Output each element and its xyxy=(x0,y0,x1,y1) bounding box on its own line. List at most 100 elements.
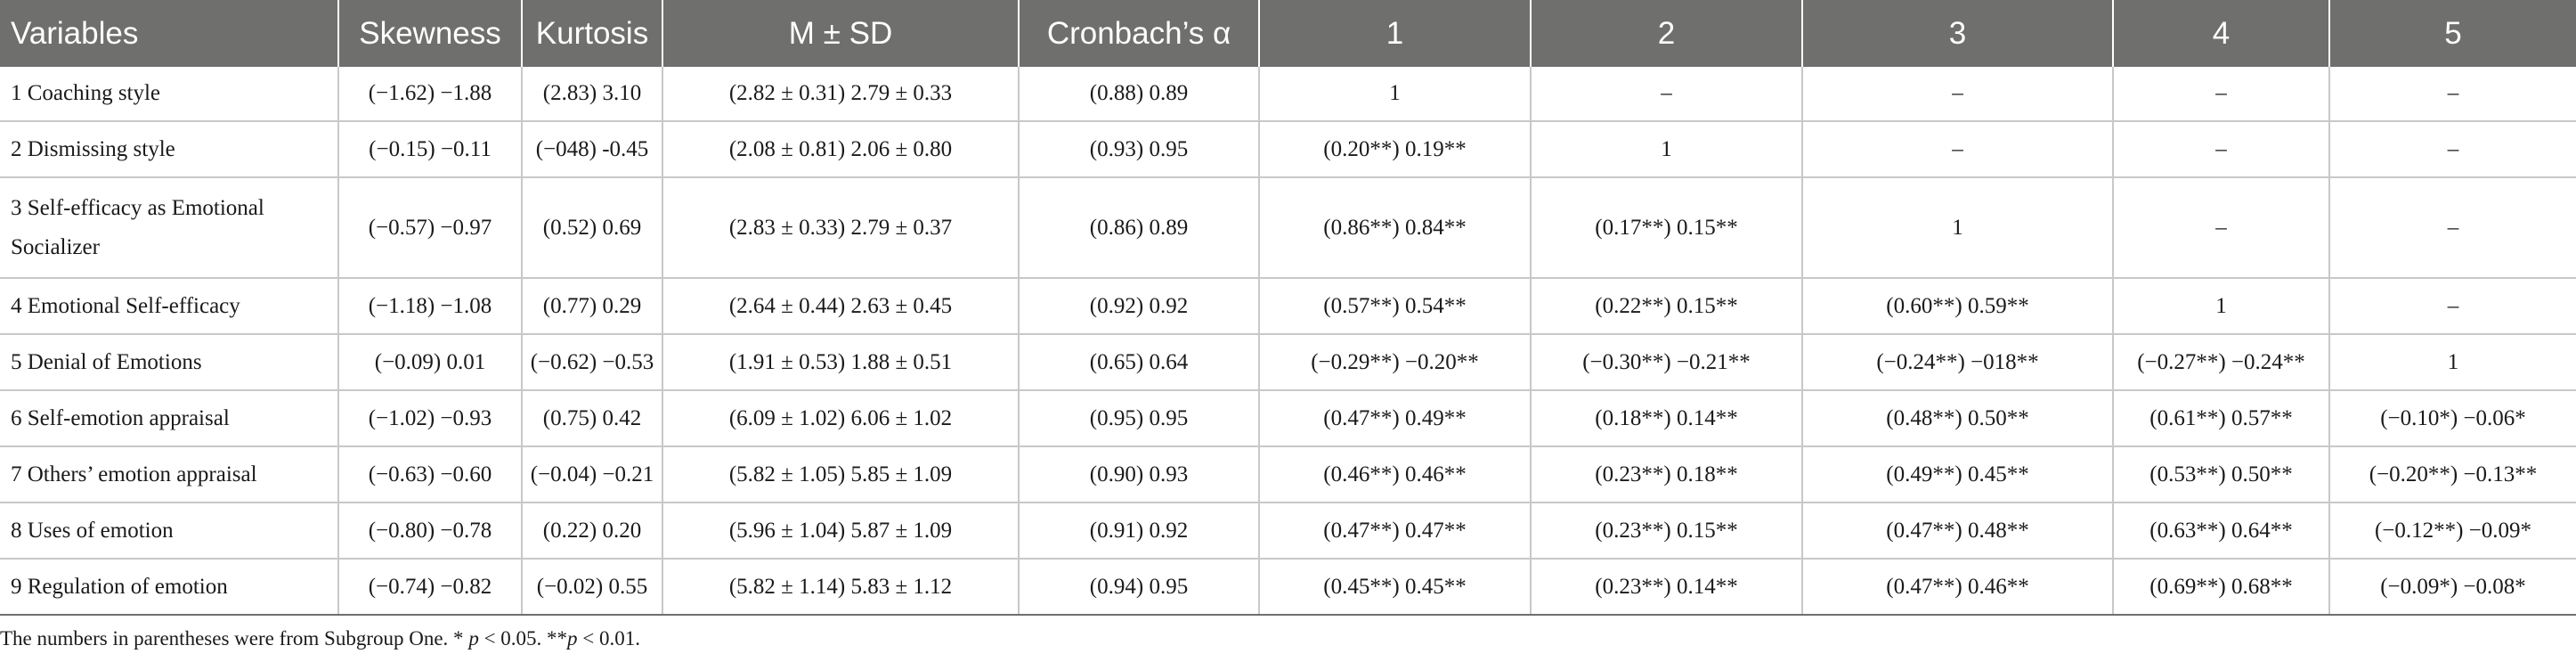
cronbach-cell: (0.93) 0.95 xyxy=(1018,121,1259,178)
correlation-cell-2: (−0.30**) −0.21** xyxy=(1530,334,1802,391)
skewness-cell: (−0.63) −0.60 xyxy=(337,446,522,503)
kurtosis-cell: (0.22) 0.20 xyxy=(521,503,662,560)
correlation-cell-1: (0.47**) 0.47** xyxy=(1258,503,1531,560)
correlation-cell-3: 1 xyxy=(1801,177,2113,279)
kurtosis-cell: (−0.62) −0.53 xyxy=(521,334,662,391)
correlation-cell-2: (0.23**) 0.18** xyxy=(1530,446,1802,503)
header-mean-sd: M ± SD xyxy=(662,0,1019,67)
correlation-cell-3: (0.60**) 0.59** xyxy=(1801,278,2113,335)
mean-sd-cell: (5.82 ± 1.14) 5.83 ± 1.12 xyxy=(662,559,1019,616)
cronbach-cell: (0.94) 0.95 xyxy=(1018,559,1259,616)
variable-name: 6 Self-emotion appraisal xyxy=(0,390,338,447)
table-row: 5 Denial of Emotions (−0.09) 0.01 (−0.62… xyxy=(0,334,2576,391)
variable-name: 1 Coaching style xyxy=(0,67,338,122)
correlation-cell-4: – xyxy=(2112,177,2329,279)
cronbach-cell: (0.92) 0.92 xyxy=(1018,278,1259,335)
correlation-cell-1: (0.47**) 0.49** xyxy=(1258,390,1531,447)
footnote-threshold-2: < 0.01. xyxy=(577,627,641,650)
correlation-cell-4: (−0.27**) −0.24** xyxy=(2112,334,2329,391)
skewness-cell: (−1.02) −0.93 xyxy=(337,390,522,447)
skewness-cell: (−0.74) −0.82 xyxy=(337,559,522,616)
header-row: Variables Skewness Kurtosis M ± SD Cronb… xyxy=(0,0,2576,67)
correlation-cell-5: (−0.12**) −0.09* xyxy=(2328,503,2576,560)
table-row: 9 Regulation of emotion (−0.74) −0.82 (−… xyxy=(0,559,2576,616)
correlation-cell-1: (0.46**) 0.46** xyxy=(1258,446,1531,503)
header-skewness: Skewness xyxy=(337,0,522,67)
correlation-cell-1: (0.20**) 0.19** xyxy=(1258,121,1531,178)
correlation-cell-1: (0.57**) 0.54** xyxy=(1258,278,1531,335)
correlation-cell-2: (0.23**) 0.14** xyxy=(1530,559,1802,616)
correlation-cell-2: (0.23**) 0.15** xyxy=(1530,503,1802,560)
variable-name: 4 Emotional Self-efficacy xyxy=(0,278,338,335)
skewness-cell: (−1.62) −1.88 xyxy=(337,67,522,122)
correlation-cell-2: – xyxy=(1530,67,1802,122)
correlation-cell-1: (−0.29**) −0.20** xyxy=(1258,334,1531,391)
variable-name: 5 Denial of Emotions xyxy=(0,334,338,391)
mean-sd-cell: (5.96 ± 1.04) 5.87 ± 1.09 xyxy=(662,503,1019,560)
mean-sd-cell: (2.82 ± 0.31) 2.79 ± 0.33 xyxy=(662,67,1019,122)
kurtosis-cell: (0.75) 0.42 xyxy=(521,390,662,447)
kurtosis-cell: (0.77) 0.29 xyxy=(521,278,662,335)
mean-sd-cell: (2.64 ± 0.44) 2.63 ± 0.45 xyxy=(662,278,1019,335)
correlation-cell-3: (0.47**) 0.46** xyxy=(1801,559,2113,616)
correlation-cell-4: 1 xyxy=(2112,278,2329,335)
skewness-cell: (−0.57) −0.97 xyxy=(337,177,522,279)
kurtosis-cell: (0.52) 0.69 xyxy=(521,177,662,279)
skewness-cell: (−0.80) −0.78 xyxy=(337,503,522,560)
correlation-cell-2: (0.18**) 0.14** xyxy=(1530,390,1802,447)
statistics-table: Variables Skewness Kurtosis M ± SD Cronb… xyxy=(0,0,2576,616)
correlation-cell-5: – xyxy=(2328,278,2576,335)
correlation-cell-3: (−0.24**) −018** xyxy=(1801,334,2113,391)
header-cronbach-alpha: Cronbach’s α xyxy=(1018,0,1259,67)
correlation-cell-5: – xyxy=(2328,177,2576,279)
correlation-cell-2: 1 xyxy=(1530,121,1802,178)
skewness-cell: (−1.18) −1.08 xyxy=(337,278,522,335)
cronbach-cell: (0.88) 0.89 xyxy=(1018,67,1259,122)
skewness-cell: (−0.15) −0.11 xyxy=(337,121,522,178)
variable-name: 3 Self-efficacy as Emotional Socializer xyxy=(0,177,338,279)
correlation-cell-1: (0.86**) 0.84** xyxy=(1258,177,1531,279)
header-variables: Variables xyxy=(0,0,338,67)
cronbach-cell: (0.95) 0.95 xyxy=(1018,390,1259,447)
footnote-p-symbol: p xyxy=(468,627,479,650)
table-row: 8 Uses of emotion (−0.80) −0.78 (0.22) 0… xyxy=(0,503,2576,560)
variable-name: 9 Regulation of emotion xyxy=(0,559,338,616)
footnote-p-symbol: p xyxy=(567,627,578,650)
correlation-cell-3: – xyxy=(1801,121,2113,178)
kurtosis-cell: (2.83) 3.10 xyxy=(521,67,662,122)
mean-sd-cell: (2.83 ± 0.33) 2.79 ± 0.37 xyxy=(662,177,1019,279)
kurtosis-cell: (−0.04) −0.21 xyxy=(521,446,662,503)
correlation-cell-3: (0.48**) 0.50** xyxy=(1801,390,2113,447)
table-row: 7 Others’ emotion appraisal (−0.63) −0.6… xyxy=(0,446,2576,503)
table-row: 1 Coaching style (−1.62) −1.88 (2.83) 3.… xyxy=(0,67,2576,122)
correlation-cell-2: (0.22**) 0.15** xyxy=(1530,278,1802,335)
correlation-cell-4: (0.63**) 0.64** xyxy=(2112,503,2329,560)
correlation-cell-4: – xyxy=(2112,67,2329,122)
table-footnote: The numbers in parentheses were from Sub… xyxy=(0,627,640,650)
footnote-text: The numbers in parentheses were from Sub… xyxy=(0,627,469,650)
kurtosis-cell: (−0.02) 0.55 xyxy=(521,559,662,616)
correlation-cell-5: – xyxy=(2328,121,2576,178)
variable-name: 7 Others’ emotion appraisal xyxy=(0,446,338,503)
kurtosis-cell: (−048) -0.45 xyxy=(521,121,662,178)
header-kurtosis: Kurtosis xyxy=(521,0,662,67)
correlation-cell-4: (0.69**) 0.68** xyxy=(2112,559,2329,616)
variable-name: 2 Dismissing style xyxy=(0,121,338,178)
correlation-cell-5: 1 xyxy=(2328,334,2576,391)
cronbach-cell: (0.90) 0.93 xyxy=(1018,446,1259,503)
correlation-cell-4: – xyxy=(2112,121,2329,178)
correlation-cell-5: (−0.20**) −0.13** xyxy=(2328,446,2576,503)
header-col-4: 4 xyxy=(2112,0,2329,67)
correlation-cell-2: (0.17**) 0.15** xyxy=(1530,177,1802,279)
correlation-cell-1: 1 xyxy=(1258,67,1531,122)
correlation-cell-5: – xyxy=(2328,67,2576,122)
skewness-cell: (−0.09) 0.01 xyxy=(337,334,522,391)
table-row: 4 Emotional Self-efficacy (−1.18) −1.08 … xyxy=(0,278,2576,335)
correlation-cell-3: (0.47**) 0.48** xyxy=(1801,503,2113,560)
correlation-cell-4: (0.53**) 0.50** xyxy=(2112,446,2329,503)
correlation-cell-1: (0.45**) 0.45** xyxy=(1258,559,1531,616)
mean-sd-cell: (1.91 ± 0.53) 1.88 ± 0.51 xyxy=(662,334,1019,391)
header-col-3: 3 xyxy=(1801,0,2113,67)
header-col-2: 2 xyxy=(1530,0,1802,67)
cronbach-cell: (0.86) 0.89 xyxy=(1018,177,1259,279)
